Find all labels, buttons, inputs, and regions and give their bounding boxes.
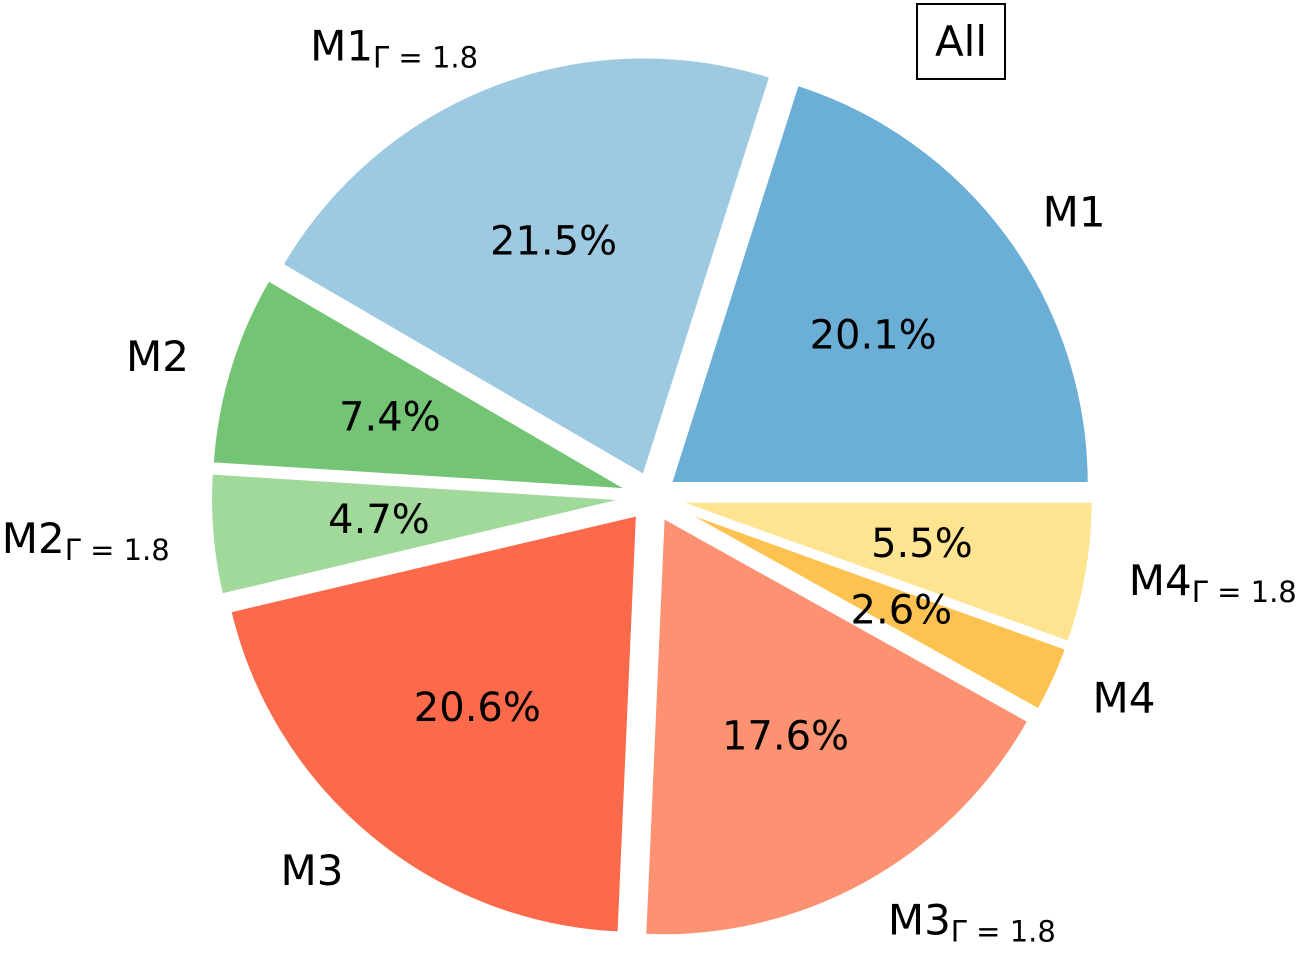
slice-m1-percent: 20.1% (810, 312, 937, 358)
slice-m3-percent: 20.6% (414, 685, 541, 731)
slice-m2-label: M2 (126, 332, 189, 381)
slice-m2-percent: 7.4% (339, 394, 441, 440)
slice-m3-gamma-label: M3Γ = 1.8 (888, 895, 1056, 949)
slice-m4 (671, 504, 1070, 714)
slice-m4-label: M4 (1092, 673, 1155, 722)
slice-m2 (209, 276, 632, 493)
slice-m4-gamma-percent: 5.5% (871, 521, 973, 567)
slice-m1 (667, 81, 1092, 487)
slice-m3-gamma (642, 512, 1033, 939)
slice-m4-gamma (672, 498, 1096, 646)
slice-labels: M1 M1Γ = 1.8 M2 M2Γ = 1.8 M3 M3Γ = 1.8 M4 M4Γ =… (2, 21, 1297, 949)
slice-m4-gamma-label: M4Γ = 1.8 (1129, 556, 1297, 610)
slice-m2-gamma (208, 470, 631, 599)
badge: All (916, 3, 1006, 80)
slice-m3-label: M3 (281, 845, 344, 894)
slice-m1-gamma-percent: 21.5% (490, 218, 617, 264)
slice-m1-label: M1 (1043, 187, 1106, 236)
percent-labels: 20.1% 21.5% 7.4% 4.7% 20.6% 17.6% 2.6% 5.5% (328, 218, 973, 759)
pie-slices (208, 54, 1096, 939)
slice-m3-gamma-percent: 17.6% (722, 713, 849, 759)
slice-m4-percent: 2.6% (851, 588, 953, 634)
badge-box (916, 3, 1006, 80)
badge-text: All (935, 17, 987, 66)
slice-m3 (226, 511, 641, 936)
slice-m2-gamma-label: M2Γ = 1.8 (2, 514, 170, 568)
slice-m2-gamma-percent: 4.7% (328, 497, 430, 543)
slice-m1-gamma-label: M1Γ = 1.8 (310, 21, 478, 75)
slice-m1-gamma (278, 54, 774, 480)
